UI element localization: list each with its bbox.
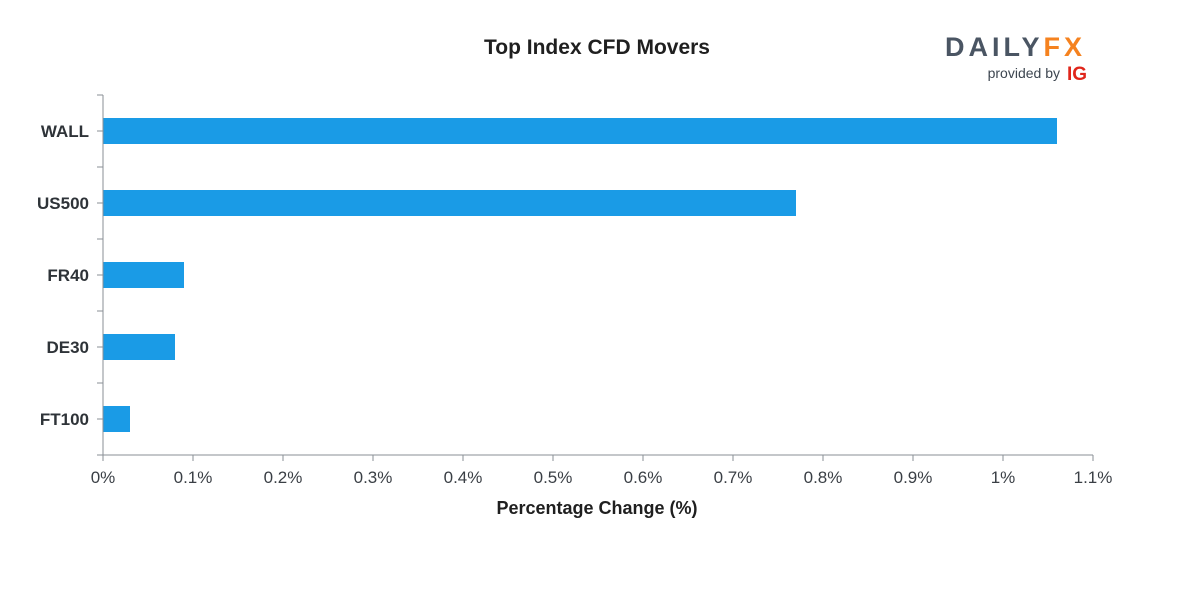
bar-ft100 [103,406,130,432]
x-tick-label: 0.5% [534,468,573,487]
category-labels: WALL US500 FR40 DE30 FT100 [37,122,89,429]
logo-provided-by: provided by [988,65,1060,81]
x-tick-label: 0.7% [714,468,753,487]
bar-de30 [103,334,175,360]
x-tick-label: 0.3% [354,468,393,487]
x-tick-label: 0.6% [624,468,663,487]
category-label-us500: US500 [37,194,89,213]
logo-brand-daily: DAILY [945,32,1044,62]
x-tick-label: 0% [91,468,116,487]
x-tick-label: 0.1% [174,468,213,487]
x-tick-label: 0.9% [894,468,933,487]
bar-wall [103,118,1057,144]
x-tick-label: 0.8% [804,468,843,487]
category-label-fr40: FR40 [47,266,89,285]
x-axis-ticks: 0% 0.1% 0.2% 0.3% 0.4% 0.5% 0.6% 0.7% 0.8% 0.9% 1%… [91,94,1113,487]
bar-us500 [103,190,796,216]
x-axis-label: Percentage Change (%) [496,498,697,518]
category-label-ft100: FT100 [40,410,89,429]
dailyfx-logo: DAILYFX provided by IG [945,32,1087,85]
x-tick-label: 1.1% [1074,468,1113,487]
bars-group [103,118,1057,432]
logo-brand: DAILYFX [945,32,1086,62]
x-tick-label: 0.2% [264,468,303,487]
category-label-de30: DE30 [46,338,89,357]
bar-fr40 [103,262,184,288]
x-tick-label: 1% [991,468,1016,487]
category-label-wall: WALL [41,122,89,141]
logo-brand-fx: FX [1043,32,1086,62]
chart-title: Top Index CFD Movers [484,36,710,59]
x-tick-label: 0.4% [444,468,483,487]
logo-ig: IG [1067,64,1087,85]
